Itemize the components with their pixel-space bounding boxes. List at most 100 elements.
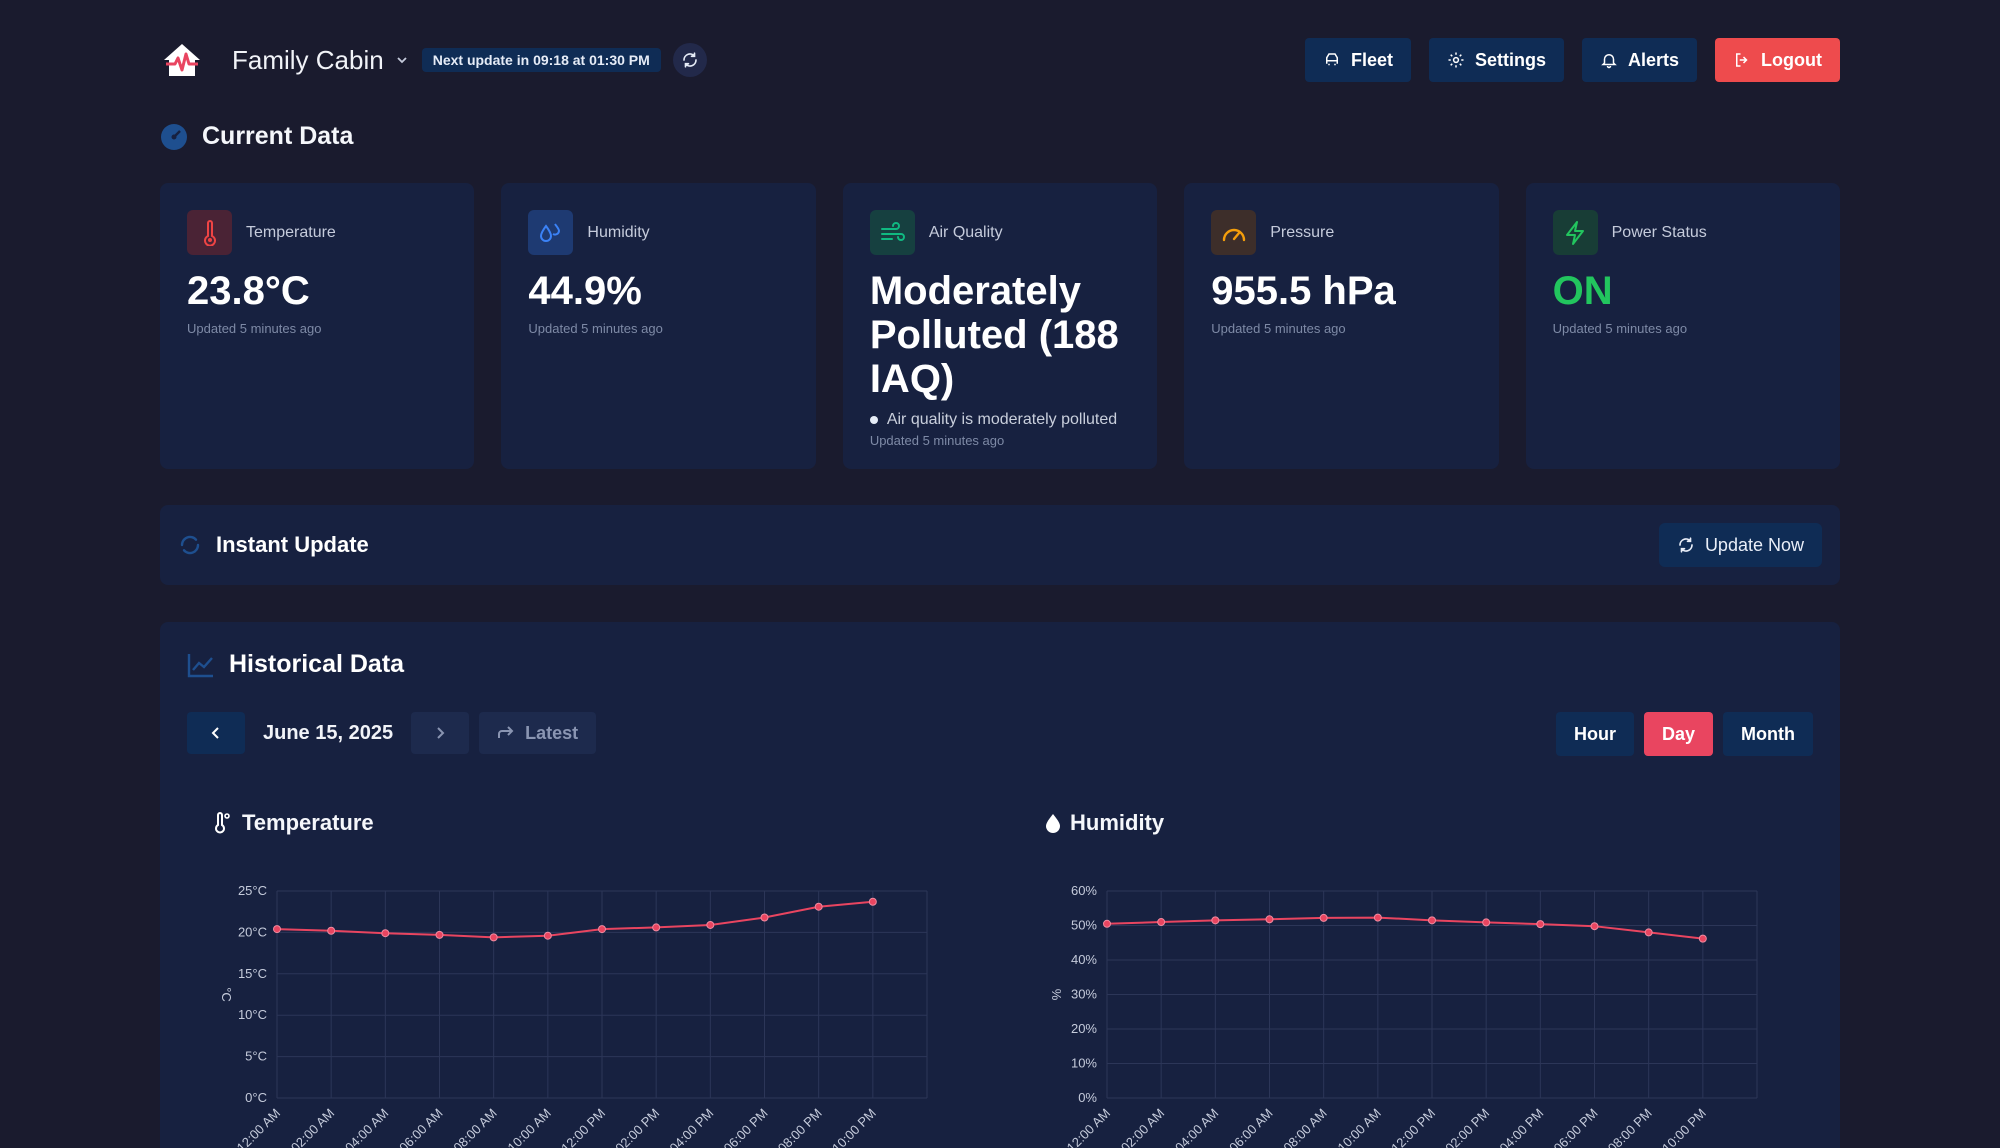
x-tick-label: 10:00 PM [1659, 1106, 1709, 1148]
air-quality-updated: Updated 5 minutes ago [869, 433, 1005, 448]
humidity-data-point[interactable] [1482, 918, 1491, 927]
update-now-button[interactable]: Update Now [1658, 523, 1822, 567]
humidity-chart: 0%10%20%30%40%50%60%12:00 AM 02:00 AM 04:0… [1049, 883, 1758, 1148]
humidity-data-point[interactable] [1103, 919, 1111, 928]
humidity-data-point[interactable] [1373, 913, 1382, 922]
humidity-data-point[interactable] [1319, 913, 1328, 922]
forward-arrow-icon [498, 726, 514, 738]
latest-label: Latest [525, 722, 579, 743]
y-tick-label: 20°C [238, 924, 267, 939]
chevron-left-icon [211, 727, 219, 739]
pressure-value: 955.5 hPa [1211, 269, 1396, 313]
humidity-data-point[interactable] [1536, 920, 1545, 929]
range-day-button[interactable]: Day [1643, 712, 1714, 756]
x-tick-label: 06:00 PM [721, 1106, 771, 1148]
y-tick-label: 0°C [245, 1090, 267, 1105]
y-tick-label: 25°C [238, 883, 267, 898]
temperature-chart: 0°C5°C10°C15°C20°C25°C12:00 AM 02:00 AM 04… [219, 883, 928, 1148]
temperature-data-point[interactable] [381, 929, 390, 938]
humidity-data-point[interactable] [1590, 922, 1599, 931]
range-month-button[interactable]: Month [1723, 712, 1813, 756]
range-selector: Hour Day Month [1555, 712, 1813, 756]
latest-button[interactable]: Latest [479, 712, 597, 754]
temperature-data-point[interactable] [327, 926, 336, 935]
y-tick-label: 30% [1071, 987, 1097, 1002]
pressure-card: Pressure 955.5 hPa Updated 5 minutes ago [1184, 183, 1499, 469]
humidity-data-point[interactable] [1157, 918, 1166, 927]
update-now-label: Update Now [1704, 534, 1804, 555]
temperature-data-point[interactable] [543, 931, 552, 940]
line-chart-icon [187, 653, 213, 677]
droplet-icon [1046, 814, 1060, 833]
humidity-data-point[interactable] [1698, 934, 1707, 943]
x-tick-label: 04:00 AM [1172, 1106, 1221, 1148]
x-tick-label: 08:00 PM [1605, 1106, 1655, 1148]
temperature-updated: Updated 5 minutes ago [187, 321, 322, 336]
temperature-series-line [276, 900, 873, 939]
droplets-icon [528, 210, 574, 255]
x-tick-label: 02:00 PM [1442, 1106, 1492, 1148]
y-tick-label: 0% [1078, 1090, 1097, 1105]
x-tick-label: 04:00 PM [666, 1106, 716, 1148]
temperature-data-point[interactable] [489, 933, 498, 942]
date-navigation: June 15, 2025 Latest [187, 712, 597, 754]
next-update-badge: Next update in 09:18 at 01:30 PM [421, 48, 661, 72]
temperature-data-point[interactable] [760, 913, 769, 922]
x-tick-label: 12:00 PM [558, 1106, 608, 1148]
temperature-data-point[interactable] [706, 920, 715, 929]
alerts-label: Alerts [1627, 49, 1680, 70]
x-tick-label: 12:00 PM [1388, 1106, 1438, 1148]
humidity-series-line [1106, 916, 1703, 940]
pressure-updated: Updated 5 minutes ago [1211, 321, 1346, 336]
temperature-data-point[interactable] [868, 897, 877, 906]
power-status-label: Power Status [1611, 223, 1707, 241]
x-tick-label: 10:00 AM [1335, 1106, 1384, 1148]
current-date: June 15, 2025 [263, 721, 394, 744]
temperature-data-point[interactable] [598, 925, 606, 934]
humidity-data-point[interactable] [1428, 916, 1436, 925]
lightning-icon [1552, 210, 1598, 255]
humidity-label: Humidity [587, 223, 650, 241]
humidity-chart-label: Humidity [1070, 810, 1165, 835]
temperature-data-point[interactable] [435, 930, 444, 939]
y-tick-label: 15°C [238, 966, 267, 981]
x-tick-label: 02:00 PM [612, 1106, 662, 1148]
instant-update-title: Instant Update [178, 532, 369, 558]
refresh-icon [682, 52, 697, 68]
temperature-data-point[interactable] [814, 902, 823, 911]
fleet-button[interactable]: Fleet [1304, 38, 1411, 82]
temperature-data-point[interactable] [652, 923, 661, 932]
x-tick-label: 08:00 AM [450, 1106, 499, 1148]
x-tick-label: 06:00 AM [1226, 1106, 1275, 1148]
humidity-data-point[interactable] [1644, 928, 1653, 937]
settings-button[interactable]: Settings [1428, 38, 1564, 82]
current-data-cards: Temperature 23.8°C Updated 5 minutes ago… [160, 183, 1841, 469]
refresh-icon [1679, 537, 1693, 553]
instant-update-label: Instant Update [216, 532, 369, 557]
x-tick-label: 08:00 PM [775, 1106, 825, 1148]
temperature-data-point[interactable] [273, 925, 281, 934]
logout-label: Logout [1761, 49, 1822, 70]
fleet-icon [1325, 53, 1338, 66]
x-tick-label: 12:00 AM [234, 1106, 283, 1148]
thermometer-icon [215, 812, 230, 834]
next-date-button[interactable] [411, 712, 470, 754]
temperature-value: 23.8°C [187, 269, 310, 313]
alerts-button[interactable]: Alerts [1581, 38, 1698, 82]
humidity-data-point[interactable] [1265, 915, 1274, 924]
humidity-chart-title: Humidity [1044, 810, 1164, 836]
temperature-card: Temperature 23.8°C Updated 5 minutes ago [160, 183, 475, 469]
x-tick-label: 08:00 AM [1280, 1106, 1329, 1148]
air-quality-label: Air Quality [928, 223, 1003, 241]
logout-button[interactable]: Logout [1715, 38, 1840, 82]
home-pulse-icon[interactable] [160, 38, 204, 82]
site-name[interactable]: Family Cabin [232, 44, 384, 75]
humidity-data-point[interactable] [1211, 916, 1220, 925]
range-hour-button[interactable]: Hour [1555, 712, 1634, 756]
historical-data-title: Historical Data [187, 650, 404, 679]
humidity-value: 44.9% [528, 269, 642, 313]
chevron-down-icon[interactable] [394, 52, 410, 68]
refresh-button[interactable] [672, 43, 707, 77]
previous-date-button[interactable] [187, 712, 245, 754]
chevron-right-icon [437, 727, 445, 739]
